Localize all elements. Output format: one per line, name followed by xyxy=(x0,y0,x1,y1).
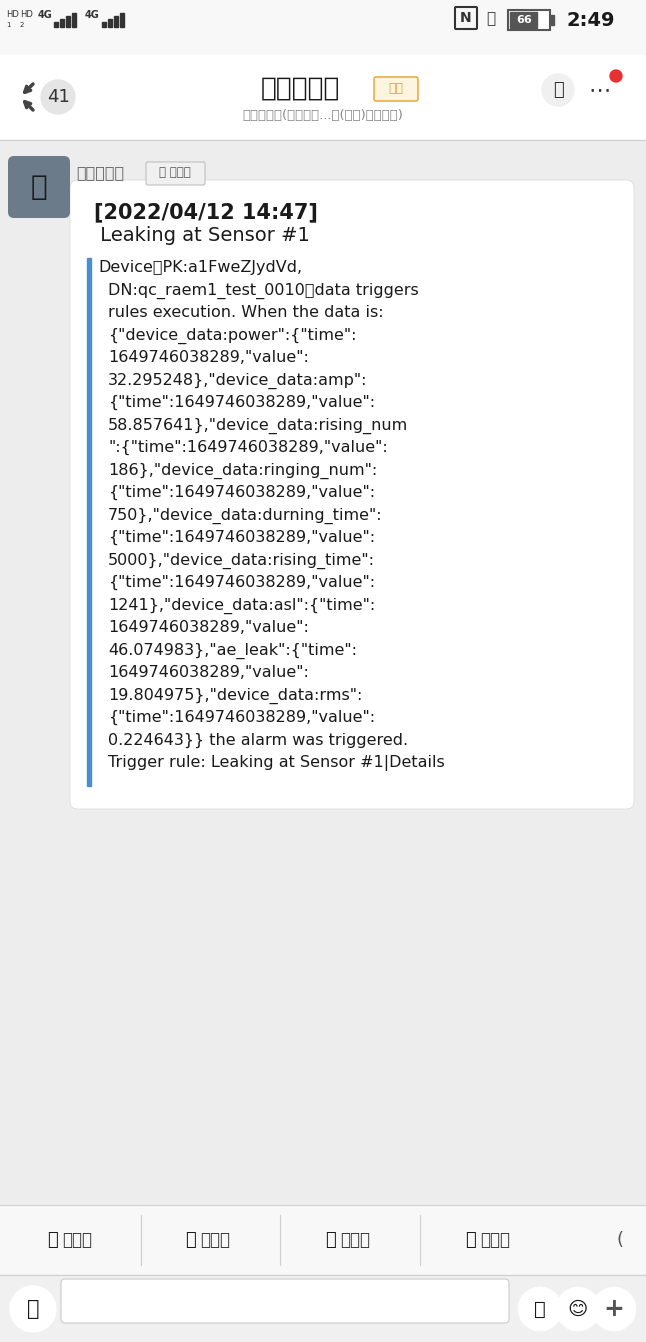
Text: [2022/04/12 14:47]: [2022/04/12 14:47] xyxy=(94,203,318,221)
Text: {"time":1649746038289,"value":: {"time":1649746038289,"value": xyxy=(108,710,375,725)
Bar xyxy=(108,19,112,27)
Text: ⋯: ⋯ xyxy=(589,81,611,101)
Text: 群公告: 群公告 xyxy=(480,1231,510,1249)
Bar xyxy=(0,1205,646,1275)
Bar xyxy=(508,9,550,30)
Text: HD: HD xyxy=(6,9,19,19)
Text: Trigger rule: Leaking at Sensor #1|Details: Trigger rule: Leaking at Sensor #1|Detai… xyxy=(108,756,444,772)
Text: 部门: 部门 xyxy=(388,82,404,95)
Text: 1649746038289,"value":: 1649746038289,"value": xyxy=(108,666,309,680)
Text: 📄: 📄 xyxy=(47,1231,57,1249)
Circle shape xyxy=(592,1287,636,1331)
Text: HD: HD xyxy=(20,9,33,19)
Bar xyxy=(0,1275,646,1342)
Text: 2: 2 xyxy=(20,21,25,28)
Bar xyxy=(0,0,646,55)
Text: 58.857641},"device_data:rising_num: 58.857641},"device_data:rising_num xyxy=(108,417,408,433)
Text: 1: 1 xyxy=(6,21,10,28)
Text: 1241},"device_data:asl":{"time":: 1241},"device_data:asl":{"time": xyxy=(108,597,375,613)
Text: 📢: 📢 xyxy=(464,1231,475,1249)
Text: 4G: 4G xyxy=(38,9,53,20)
Text: 找文档: 找文档 xyxy=(62,1231,92,1249)
Bar xyxy=(120,13,124,27)
Text: 😊: 😊 xyxy=(568,1299,589,1318)
Text: 1649746038289,"value":: 1649746038289,"value": xyxy=(108,620,309,635)
Text: 👍: 👍 xyxy=(534,1299,546,1318)
Text: {"time":1649746038289,"value":: {"time":1649746038289,"value": xyxy=(108,395,375,411)
Text: ⏰: ⏰ xyxy=(486,12,495,27)
Text: 技术出口部: 技术出口部 xyxy=(260,76,340,102)
Circle shape xyxy=(542,74,574,106)
Text: Device（PK:a1FweZJydVd,: Device（PK:a1FweZJydVd, xyxy=(98,260,302,275)
Bar xyxy=(510,12,537,28)
Text: (: ( xyxy=(616,1231,623,1249)
Text: 群日志: 群日志 xyxy=(200,1231,230,1249)
Text: 1649746038289,"value":: 1649746038289,"value": xyxy=(108,350,309,365)
Text: ":{"time":1649746038289,"value":: ":{"time":1649746038289,"value": xyxy=(108,440,388,455)
Bar xyxy=(54,21,58,27)
Text: 📍: 📍 xyxy=(325,1231,335,1249)
Circle shape xyxy=(41,81,75,114)
Text: 46.074983},"ae_leak":{"time":: 46.074983},"ae_leak":{"time": xyxy=(108,643,357,659)
Bar xyxy=(87,258,90,786)
Text: 750},"device_data:durning_time":: 750},"device_data:durning_time": xyxy=(108,507,382,523)
Text: 4G: 4G xyxy=(85,9,99,20)
Text: 🤖: 🤖 xyxy=(31,173,47,201)
Circle shape xyxy=(518,1287,562,1331)
Text: 19.804975},"device_data:rms":: 19.804975},"device_data:rms": xyxy=(108,687,362,703)
Circle shape xyxy=(556,1287,600,1331)
FancyBboxPatch shape xyxy=(146,162,205,185)
Text: 群签到: 群签到 xyxy=(340,1231,370,1249)
Text: 32.295248},"device_data:amp":: 32.295248},"device_data:amp": xyxy=(108,373,368,389)
Text: 水龙头漏水: 水龙头漏水 xyxy=(76,165,124,180)
Circle shape xyxy=(610,70,622,82)
Text: 🔓 机器人: 🔓 机器人 xyxy=(159,166,191,180)
FancyBboxPatch shape xyxy=(70,180,634,809)
Text: 186},"device_data:ringing_num":: 186},"device_data:ringing_num": xyxy=(108,463,377,479)
Bar xyxy=(0,55,646,140)
Bar xyxy=(0,140,646,1205)
Bar xyxy=(550,15,554,25)
Text: 66: 66 xyxy=(516,15,532,25)
Text: N: N xyxy=(460,11,472,25)
Text: rules execution. When the data is:: rules execution. When the data is: xyxy=(108,305,384,319)
FancyBboxPatch shape xyxy=(374,76,418,101)
Text: 5000},"device_data:rising_time":: 5000},"device_data:rising_time": xyxy=(108,553,375,569)
Bar xyxy=(66,16,70,27)
Bar xyxy=(114,16,118,27)
Text: 🎤: 🎤 xyxy=(26,1299,39,1319)
Text: {"time":1649746038289,"value":: {"time":1649746038289,"value": xyxy=(108,574,375,590)
Text: {"time":1649746038289,"value":: {"time":1649746038289,"value": xyxy=(108,484,375,501)
Text: 📹: 📹 xyxy=(552,81,563,99)
Text: Leaking at Sensor #1: Leaking at Sensor #1 xyxy=(94,225,310,246)
Text: +: + xyxy=(603,1296,625,1321)
Bar xyxy=(60,19,64,27)
Text: {"device_data:power":{"time":: {"device_data:power":{"time": xyxy=(108,327,357,344)
Text: 📋: 📋 xyxy=(185,1231,195,1249)
Text: {"time":1649746038289,"value":: {"time":1649746038289,"value": xyxy=(108,530,375,545)
Text: 技术出口部(清诚声发...究(广州)有限公司): 技术出口部(清诚声发...究(广州)有限公司) xyxy=(242,109,404,122)
FancyBboxPatch shape xyxy=(61,1279,509,1323)
Text: 41: 41 xyxy=(47,89,69,106)
Text: 0.224643}} the alarm was triggered.: 0.224643}} the alarm was triggered. xyxy=(108,733,408,747)
Circle shape xyxy=(10,1286,56,1333)
Text: DN:qc_raem1_test_0010）data triggers: DN:qc_raem1_test_0010）data triggers xyxy=(108,283,419,299)
Text: 2:49: 2:49 xyxy=(566,11,614,30)
Bar xyxy=(102,21,106,27)
Bar xyxy=(72,13,76,27)
FancyBboxPatch shape xyxy=(8,156,70,217)
